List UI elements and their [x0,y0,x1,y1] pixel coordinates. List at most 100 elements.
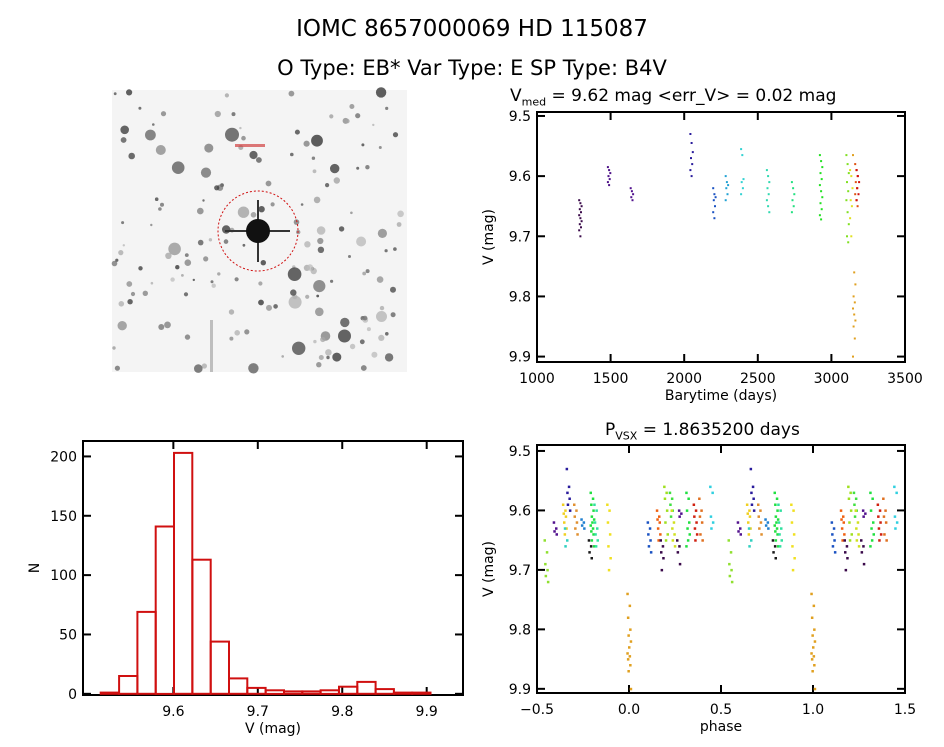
field-star [201,363,207,369]
phased-point [879,533,883,536]
field-star [378,146,382,149]
lightcurve-point [725,181,728,184]
lightcurve-point [847,223,850,226]
lightcurve-point [856,187,859,190]
phased-ytick-label: 9.9 [509,682,531,698]
phased-point [776,509,779,512]
phased-point [895,491,898,495]
lightcurve-ytick-label: 9.6 [509,169,531,185]
phased-point [678,545,681,548]
phased-point [573,503,576,506]
field-star [292,341,306,355]
phased-point [869,509,873,512]
phased-point [688,533,691,536]
phased-point [656,518,659,521]
field-star [340,317,350,328]
phased-point [810,616,814,619]
phased-point [894,527,897,530]
field-star [313,280,326,293]
phased-point [855,539,859,542]
phased-point [663,497,667,500]
lightcurve-point [712,187,715,190]
lightcurve-point [846,163,849,166]
phased-point [626,616,630,619]
phased-point [676,539,679,542]
lightcurve-point [847,190,850,193]
phased-point [590,539,594,542]
phased-point [775,497,779,500]
histogram-ytick-label: 200 [50,449,77,465]
lightcurve-point [855,169,858,172]
phased-point [766,521,770,524]
lightcurve-point [819,202,822,205]
lightcurve-point [854,163,857,166]
phased-point [748,545,751,548]
lightcurve-xtick-label: 2000 [666,371,702,387]
phased-point [665,509,669,512]
phased-point [686,527,689,530]
histogram-xtick-label: 9.7 [247,704,269,720]
histogram-bar [283,690,304,695]
field-star [224,93,229,98]
lightcurve-point [820,178,823,181]
phased-point [812,646,815,649]
histogram-bar [319,689,340,695]
field-star [316,294,320,298]
lightcurve-point [792,205,795,208]
phased-title: PVSX = 1.8635200 days [605,420,800,442]
phased-point [839,509,843,512]
lightcurve-point [579,235,582,238]
field-star [225,127,239,142]
field-star [313,339,317,344]
phased-point [646,521,650,524]
field-star [155,145,166,155]
field-star [290,289,297,296]
lightcurve-point [580,226,582,229]
phased-point [608,533,612,536]
lightcurve-point [726,193,729,196]
phased-point [884,521,888,524]
lightcurve-point [856,175,859,178]
lightcurve-point [580,220,583,223]
phased-point [810,652,813,655]
phased-point [849,509,853,512]
lightcurve-axes-frame [536,111,906,363]
field-star [237,206,250,218]
phased-point [701,539,704,542]
field-star [305,294,310,299]
phased-xtick-label: 0.0 [618,702,640,718]
phased-point [591,497,595,500]
phased-point [878,509,882,512]
field-star [359,339,365,345]
phased-point [832,527,836,530]
lightcurve-point [629,187,632,190]
field-star [316,226,326,235]
field-star [361,143,365,147]
field-star [113,92,117,96]
phased-point [879,521,882,524]
lightcurve-point [579,202,582,205]
lightcurve-point [727,184,730,187]
histogram-bar [191,558,212,695]
field-star [315,307,324,317]
phased-point [855,527,858,530]
lightcurve-point [713,193,716,196]
phased-point [680,512,683,515]
phased-xtick-label: 0.5 [710,702,732,718]
phased-point [792,509,795,512]
phased-point [590,557,593,560]
phased-point [775,527,779,530]
phased-point [669,503,672,506]
phased-point [813,640,817,643]
phased-point [692,503,696,506]
phased-point [774,503,777,506]
lightcurve-point [852,325,855,328]
field-star [202,199,205,202]
phased-point [564,515,568,518]
phased-point [594,533,597,536]
field-star [197,239,204,246]
phased-point [831,545,835,548]
lightcurve-xtick-label: 3500 [887,371,923,387]
phased-point [628,646,631,649]
target-star [246,219,270,243]
